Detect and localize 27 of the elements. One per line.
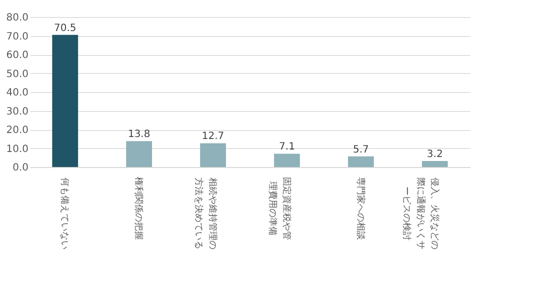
bar: [348, 156, 374, 167]
y-tick-label: 20.0: [6, 125, 28, 136]
x-tick-label: 専門家への相談: [354, 177, 366, 240]
y-tick-label: 60.0: [6, 50, 28, 61]
bar: [274, 154, 300, 167]
x-tick-label: 権利関係の把握: [133, 177, 144, 240]
x-tick-label: 固定資産税や管理費用の準備: [266, 177, 292, 240]
data-label: 7.1: [279, 142, 295, 153]
x-tick-label: 侵入、火災などの際に通報がいくサービスの検討: [400, 177, 440, 250]
data-label: 12.7: [202, 131, 224, 142]
data-label: 5.7: [352, 144, 369, 156]
data-label: 3.2: [426, 149, 443, 160]
bar: [200, 143, 226, 167]
bar: [52, 34, 78, 167]
y-tick-label: 50.0: [6, 68, 28, 80]
y-tick-label: 70.0: [6, 31, 28, 42]
bar: [422, 161, 448, 167]
x-tick-label: 相続や維持管理の方法を決めている: [193, 177, 218, 250]
y-tick-label: 80.0: [6, 12, 28, 24]
x-tick-label: 何も備えていない: [59, 177, 70, 250]
data-label: 13.8: [128, 129, 150, 140]
data-label: 70.5: [54, 22, 76, 34]
bar: [126, 141, 152, 167]
y-tick-label: 40.0: [6, 88, 28, 98]
y-tick-label: 0.0: [12, 162, 28, 174]
y-tick-label: 10.0: [6, 144, 28, 155]
y-tick-label: 30.0: [6, 106, 28, 118]
